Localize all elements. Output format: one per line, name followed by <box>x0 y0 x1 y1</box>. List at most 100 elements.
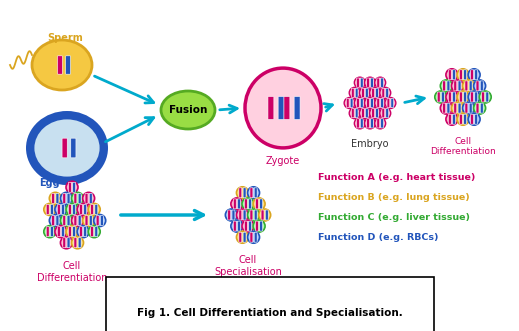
FancyBboxPatch shape <box>95 227 98 237</box>
FancyBboxPatch shape <box>480 103 483 113</box>
Text: Cell
Differentiation: Cell Differentiation <box>430 137 496 157</box>
Circle shape <box>452 80 463 92</box>
FancyBboxPatch shape <box>85 193 88 203</box>
FancyBboxPatch shape <box>365 88 368 97</box>
Circle shape <box>462 102 474 114</box>
Text: Egg: Egg <box>39 178 60 188</box>
FancyBboxPatch shape <box>381 98 384 108</box>
Circle shape <box>55 204 67 215</box>
Circle shape <box>359 108 371 119</box>
Text: Function B (e.g. lung tissue): Function B (e.g. lung tissue) <box>318 194 470 203</box>
Ellipse shape <box>161 91 215 129</box>
Ellipse shape <box>32 40 92 90</box>
Circle shape <box>44 204 56 215</box>
FancyBboxPatch shape <box>447 81 450 91</box>
Circle shape <box>60 192 73 204</box>
Circle shape <box>364 98 376 109</box>
FancyBboxPatch shape <box>62 138 67 158</box>
Circle shape <box>72 237 84 249</box>
Circle shape <box>242 220 254 232</box>
Circle shape <box>435 91 447 103</box>
FancyBboxPatch shape <box>475 92 477 102</box>
FancyBboxPatch shape <box>74 215 77 225</box>
FancyBboxPatch shape <box>255 221 258 231</box>
FancyBboxPatch shape <box>351 88 354 97</box>
FancyBboxPatch shape <box>62 205 64 214</box>
FancyBboxPatch shape <box>268 97 274 119</box>
Circle shape <box>242 198 254 210</box>
FancyBboxPatch shape <box>386 109 389 118</box>
Ellipse shape <box>245 68 321 148</box>
FancyBboxPatch shape <box>377 119 379 128</box>
FancyBboxPatch shape <box>65 56 71 74</box>
FancyBboxPatch shape <box>73 227 76 237</box>
FancyBboxPatch shape <box>469 81 472 91</box>
Circle shape <box>446 69 458 81</box>
FancyBboxPatch shape <box>89 215 92 225</box>
FancyBboxPatch shape <box>471 70 473 80</box>
FancyBboxPatch shape <box>63 215 66 225</box>
FancyBboxPatch shape <box>367 119 370 128</box>
Circle shape <box>380 108 391 119</box>
Circle shape <box>44 226 56 238</box>
FancyBboxPatch shape <box>448 114 451 124</box>
FancyBboxPatch shape <box>265 210 268 220</box>
FancyBboxPatch shape <box>350 98 353 108</box>
FancyBboxPatch shape <box>95 205 98 214</box>
Circle shape <box>253 198 265 210</box>
FancyBboxPatch shape <box>52 215 54 225</box>
FancyBboxPatch shape <box>447 103 450 113</box>
Circle shape <box>231 198 243 210</box>
Text: Sperm: Sperm <box>47 33 83 43</box>
Circle shape <box>72 192 84 204</box>
FancyBboxPatch shape <box>453 70 456 80</box>
FancyBboxPatch shape <box>362 109 364 118</box>
FancyBboxPatch shape <box>294 97 300 119</box>
FancyBboxPatch shape <box>244 221 248 231</box>
FancyBboxPatch shape <box>367 98 370 108</box>
Circle shape <box>468 91 480 103</box>
Circle shape <box>77 204 89 215</box>
Text: Cell
Differentiation: Cell Differentiation <box>37 261 107 283</box>
Text: Function C (e.g. liver tissue): Function C (e.g. liver tissue) <box>318 213 470 222</box>
FancyBboxPatch shape <box>63 238 66 248</box>
Circle shape <box>440 102 453 114</box>
FancyBboxPatch shape <box>239 188 242 198</box>
FancyBboxPatch shape <box>239 232 242 242</box>
Circle shape <box>94 214 106 226</box>
Circle shape <box>237 187 249 199</box>
FancyBboxPatch shape <box>471 114 473 124</box>
FancyBboxPatch shape <box>249 221 252 231</box>
Circle shape <box>72 214 84 226</box>
FancyBboxPatch shape <box>459 114 462 124</box>
FancyBboxPatch shape <box>381 119 384 128</box>
FancyBboxPatch shape <box>471 92 473 102</box>
FancyBboxPatch shape <box>62 227 64 237</box>
FancyBboxPatch shape <box>74 193 77 203</box>
Circle shape <box>468 69 480 81</box>
FancyBboxPatch shape <box>371 98 373 108</box>
FancyBboxPatch shape <box>91 227 93 237</box>
Circle shape <box>55 226 67 238</box>
FancyBboxPatch shape <box>458 103 461 113</box>
FancyBboxPatch shape <box>475 114 477 124</box>
FancyBboxPatch shape <box>367 78 370 87</box>
FancyBboxPatch shape <box>79 205 83 214</box>
Circle shape <box>88 226 100 238</box>
Circle shape <box>452 102 463 114</box>
FancyBboxPatch shape <box>463 92 467 102</box>
FancyBboxPatch shape <box>365 109 368 118</box>
FancyBboxPatch shape <box>360 78 363 87</box>
FancyBboxPatch shape <box>382 88 385 97</box>
Ellipse shape <box>33 118 101 178</box>
Circle shape <box>258 209 270 221</box>
FancyBboxPatch shape <box>243 188 246 198</box>
Circle shape <box>375 118 386 129</box>
Circle shape <box>237 231 249 243</box>
FancyBboxPatch shape <box>360 119 363 128</box>
FancyBboxPatch shape <box>85 215 88 225</box>
FancyBboxPatch shape <box>78 238 81 248</box>
Circle shape <box>457 113 469 125</box>
FancyBboxPatch shape <box>78 193 81 203</box>
Circle shape <box>88 204 100 215</box>
